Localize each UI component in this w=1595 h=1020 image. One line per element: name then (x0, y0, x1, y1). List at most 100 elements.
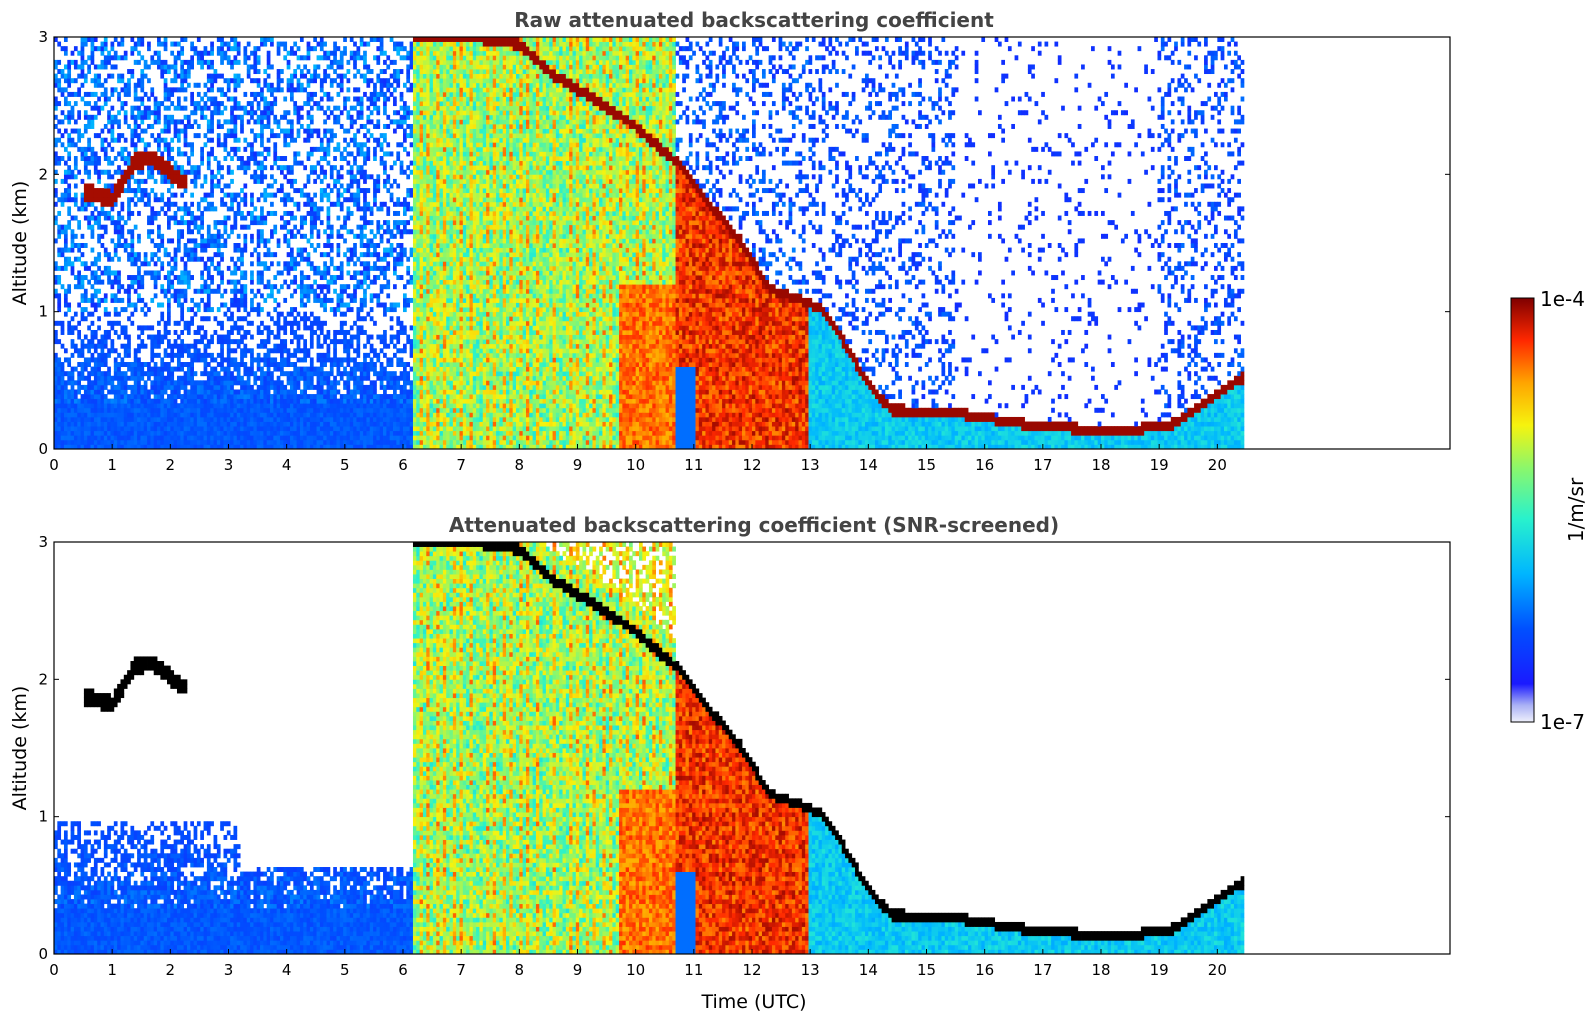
heatmap-cell (134, 193, 138, 198)
heatmap-cell (204, 106, 208, 111)
heatmap-cell (94, 101, 98, 106)
heatmap-cell (97, 385, 101, 390)
heatmap-cell (204, 348, 208, 353)
heatmap-cell (104, 78, 108, 83)
heatmap-cell (77, 403, 81, 408)
heatmap-cell (177, 440, 181, 445)
heatmap-cell (220, 344, 224, 349)
heatmap-cell (287, 357, 291, 362)
heatmap-cell (170, 147, 174, 152)
heatmap-cell (260, 280, 264, 285)
heatmap-cell (184, 408, 188, 413)
heatmap-cell (154, 412, 158, 417)
heatmap-cell (144, 151, 148, 156)
heatmap-cell (170, 389, 174, 394)
heatmap-cell (323, 371, 327, 376)
heatmap-cell (280, 399, 284, 404)
heatmap-cell (350, 55, 354, 60)
heatmap-cell (280, 422, 284, 427)
heatmap-cell (277, 303, 281, 308)
heatmap-cell (134, 42, 138, 47)
heatmap-cell (227, 344, 231, 349)
heatmap-cell (330, 174, 334, 179)
heatmap-cell (67, 206, 71, 211)
heatmap-cell (64, 51, 68, 56)
heatmap-cell (184, 115, 188, 120)
heatmap-cell (310, 197, 314, 202)
heatmap-cell (94, 303, 98, 308)
heatmap-cell (97, 353, 101, 358)
heatmap-cell (114, 371, 118, 376)
heatmap-cell (263, 174, 267, 179)
heatmap-cell (71, 92, 75, 97)
heatmap-cell (293, 385, 297, 390)
heatmap-cell (350, 357, 354, 362)
heatmap-cell (167, 422, 171, 427)
heatmap-cell (376, 412, 380, 417)
heatmap-cell (310, 376, 314, 381)
heatmap-cell (327, 348, 331, 353)
heatmap-cell (84, 408, 88, 413)
heatmap-cell (347, 389, 351, 394)
heatmap-cell (94, 78, 98, 83)
heatmap-cell (207, 303, 211, 308)
heatmap-cell (240, 412, 244, 417)
heatmap-cell (360, 188, 364, 193)
heatmap-cell (127, 257, 131, 262)
heatmap-cell (310, 220, 314, 225)
heatmap-cell (363, 124, 367, 129)
heatmap-cell (150, 156, 154, 161)
heatmap-cell (144, 257, 148, 262)
heatmap-cell (267, 193, 271, 198)
heatmap-cell (323, 339, 327, 344)
heatmap-cell (154, 165, 158, 170)
heatmap-cell (217, 422, 221, 427)
heatmap-cell (111, 426, 115, 431)
heatmap-cell (277, 321, 281, 326)
heatmap-cell (67, 325, 71, 330)
heatmap-cell (124, 412, 128, 417)
heatmap-cell (356, 97, 360, 102)
heatmap-cell (177, 229, 181, 234)
heatmap-cell (267, 284, 271, 289)
heatmap-cell (356, 129, 360, 134)
heatmap-cell (300, 220, 304, 225)
heatmap-cell (117, 179, 121, 184)
heatmap-cell (273, 211, 277, 216)
heatmap-cell (263, 156, 267, 161)
heatmap-cell (101, 431, 105, 436)
heatmap-cell (227, 408, 231, 413)
heatmap-cell (257, 60, 261, 65)
heatmap-cell (170, 179, 174, 184)
heatmap-cell (277, 408, 281, 413)
heatmap-cell (293, 202, 297, 207)
heatmap-cell (77, 353, 81, 358)
heatmap-cell (217, 234, 221, 239)
heatmap-cell (87, 348, 91, 353)
heatmap-cell (273, 408, 277, 413)
heatmap-cell (127, 385, 131, 390)
heatmap-cell (293, 266, 297, 271)
heatmap-cell (164, 46, 168, 51)
heatmap-cell (207, 426, 211, 431)
heatmap-cell (323, 110, 327, 115)
heatmap-cell (327, 51, 331, 56)
heatmap-cell (310, 211, 314, 216)
heatmap-cell (187, 64, 191, 69)
heatmap-cell (307, 238, 311, 243)
heatmap-cell (144, 417, 148, 422)
heatmap-cell (170, 115, 174, 120)
heatmap-cell (84, 60, 88, 65)
heatmap-cell (137, 371, 141, 376)
heatmap-cell (350, 211, 354, 216)
heatmap-cell (356, 403, 360, 408)
heatmap-cell (127, 275, 131, 280)
heatmap-cell (267, 371, 271, 376)
heatmap-cell (190, 238, 194, 243)
heatmap-cell (380, 417, 384, 422)
heatmap-cell (220, 431, 224, 436)
heatmap-cell (97, 234, 101, 239)
heatmap-cell (144, 270, 148, 275)
heatmap-cell (283, 42, 287, 47)
heatmap-cell (190, 97, 194, 102)
